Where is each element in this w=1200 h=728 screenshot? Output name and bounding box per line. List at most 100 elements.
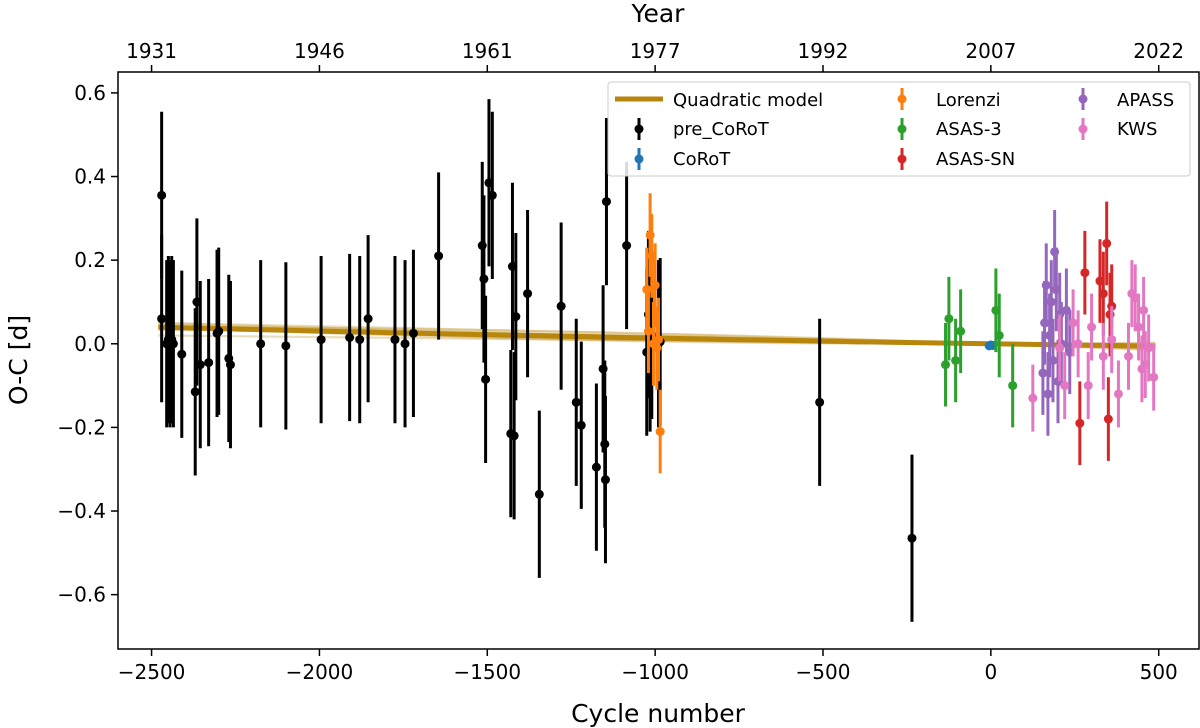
series-kws xyxy=(1028,260,1159,432)
y-tick-label-2: −0.2 xyxy=(57,415,106,439)
data-point-pre-corot-11 xyxy=(204,278,214,447)
x-tick-label-3: −1000 xyxy=(621,660,689,684)
marker-pre-corot-35 xyxy=(523,289,533,299)
data-point-pre-corot-44 xyxy=(601,117,611,286)
data-point-lorenzi-5 xyxy=(650,243,660,328)
data-point-asas-3-2 xyxy=(951,318,961,403)
data-point-apass-6 xyxy=(1048,318,1058,403)
marker-asas-3-6 xyxy=(1008,381,1018,391)
data-point-asas-3-3 xyxy=(956,289,966,374)
marker-pre-corot-27 xyxy=(479,274,489,284)
marker-kws-13 xyxy=(1134,322,1144,332)
x-tick-label-6: 500 xyxy=(1140,660,1178,684)
data-point-apass-5 xyxy=(1046,260,1056,344)
series-apass xyxy=(1038,209,1075,436)
data-point-pre-corot-27 xyxy=(479,195,489,363)
legend-marker-asas-3 xyxy=(897,118,907,140)
data-point-lorenzi-8 xyxy=(655,389,665,474)
marker-apass-6 xyxy=(1048,356,1058,365)
marker-pre-corot-34 xyxy=(511,312,521,322)
marker-kws-2 xyxy=(1060,381,1070,391)
marker-pre-corot-33 xyxy=(509,431,519,441)
legend-marker-asas-sn xyxy=(897,148,907,170)
top-tick-label-3: 1977 xyxy=(630,39,681,63)
data-point-pre-corot-16 xyxy=(256,260,266,428)
marker-pre-corot-28 xyxy=(481,374,491,384)
data-point-pre-corot-13 xyxy=(214,247,224,415)
series-asas-sn xyxy=(1075,201,1117,466)
marker-pre-corot-17 xyxy=(281,341,291,351)
marker-pre-corot-1 xyxy=(157,314,167,324)
marker-asas-3-3 xyxy=(956,326,966,336)
series-lorenzi xyxy=(642,193,665,474)
data-point-lorenzi-7 xyxy=(654,297,663,382)
series-corot xyxy=(984,340,998,351)
marker-pre-corot-22 xyxy=(390,335,400,345)
legend-label-asas-sn: ASAS-SN xyxy=(936,149,1015,170)
legend-label-asas-3: ASAS-3 xyxy=(936,119,1002,140)
x-axis-title: Cycle number xyxy=(571,699,746,728)
series-asas-3 xyxy=(941,268,1018,428)
marker-kws-10 xyxy=(1124,351,1133,361)
marker-pre-corot-37 xyxy=(556,301,566,311)
y-tick-label-4: 0.2 xyxy=(74,248,106,272)
data-point-asas-sn-4 xyxy=(1102,201,1112,286)
marker-lorenzi-5 xyxy=(650,280,660,290)
marker-pre-corot-13 xyxy=(214,326,224,336)
marker-pre-corot-43 xyxy=(600,475,610,485)
data-point-kws-5 xyxy=(1083,352,1093,420)
y-tick-label-5: 0.4 xyxy=(74,165,106,189)
marker-kws-0 xyxy=(1028,393,1038,403)
marker-asas-3-1 xyxy=(944,314,954,324)
top-axis-title: Year xyxy=(631,0,686,28)
x-tick-label-2: −1500 xyxy=(453,660,521,684)
data-point-pre-corot-22 xyxy=(390,255,400,424)
data-point-kws-4 xyxy=(1073,310,1083,378)
top-tick-label-4: 1992 xyxy=(798,39,849,63)
data-point-pre-corot-40 xyxy=(591,383,601,551)
marker-pre-corot-19 xyxy=(345,333,355,343)
x-tick-label-5: 0 xyxy=(984,660,997,684)
legend-label-lorenzi: Lorenzi xyxy=(936,90,1001,111)
marker-pre-corot-44 xyxy=(601,197,611,207)
data-point-pre-corot-28 xyxy=(481,295,491,463)
data-point-kws-9 xyxy=(1113,360,1123,428)
marker-pre-corot-20 xyxy=(355,335,365,345)
data-point-pre-corot-18 xyxy=(316,255,326,424)
marker-pre-corot-21 xyxy=(363,314,373,324)
data-point-pre-corot-10 xyxy=(195,281,205,449)
plot-frame xyxy=(117,71,1200,650)
data-point-pre-corot-1 xyxy=(157,235,167,403)
data-point-kws-7 xyxy=(1098,322,1108,390)
data-point-asas-3-0 xyxy=(941,322,951,407)
data-point-kws-10 xyxy=(1124,322,1133,390)
marker-asas-sn-5 xyxy=(1103,414,1113,424)
marker-asas-sn-0 xyxy=(1075,418,1085,428)
y-tick-label-1: −0.4 xyxy=(57,499,106,523)
marker-kws-17 xyxy=(1144,343,1154,353)
legend: Quadratic model pre_CoRoT CoRoT Lorenzi … xyxy=(607,81,1191,177)
legend-label-corot: CoRoT xyxy=(673,149,731,170)
data-point-apass-0 xyxy=(1038,331,1048,415)
data-point-pre-corot-21 xyxy=(363,235,373,403)
x-tick-label-0: −2500 xyxy=(118,660,186,684)
marker-pre-corot-40 xyxy=(591,462,601,472)
marker-pre-corot-10 xyxy=(195,360,205,370)
legend-label-quadratic-model: Quadratic model xyxy=(673,90,823,111)
data-point-pre-corot-6 xyxy=(168,260,178,428)
marker-pre-corot-7 xyxy=(177,349,187,359)
data-point-kws-6 xyxy=(1087,293,1097,361)
marker-pre-corot-25 xyxy=(434,251,444,261)
marker-pre-corot-38 xyxy=(571,397,581,407)
marker-kws-4 xyxy=(1073,339,1083,349)
marker-apass-3 xyxy=(1043,389,1053,399)
marker-kws-6 xyxy=(1087,322,1097,332)
marker-asas-sn-3 xyxy=(1098,289,1108,299)
marker-pre-corot-6 xyxy=(168,339,178,349)
data-point-asas-sn-5 xyxy=(1103,377,1113,461)
top-tick-label-2: 1961 xyxy=(462,39,513,63)
data-point-kws-15 xyxy=(1139,276,1149,344)
legend-marker-corot xyxy=(634,148,644,170)
marker-kws-5 xyxy=(1083,381,1093,391)
